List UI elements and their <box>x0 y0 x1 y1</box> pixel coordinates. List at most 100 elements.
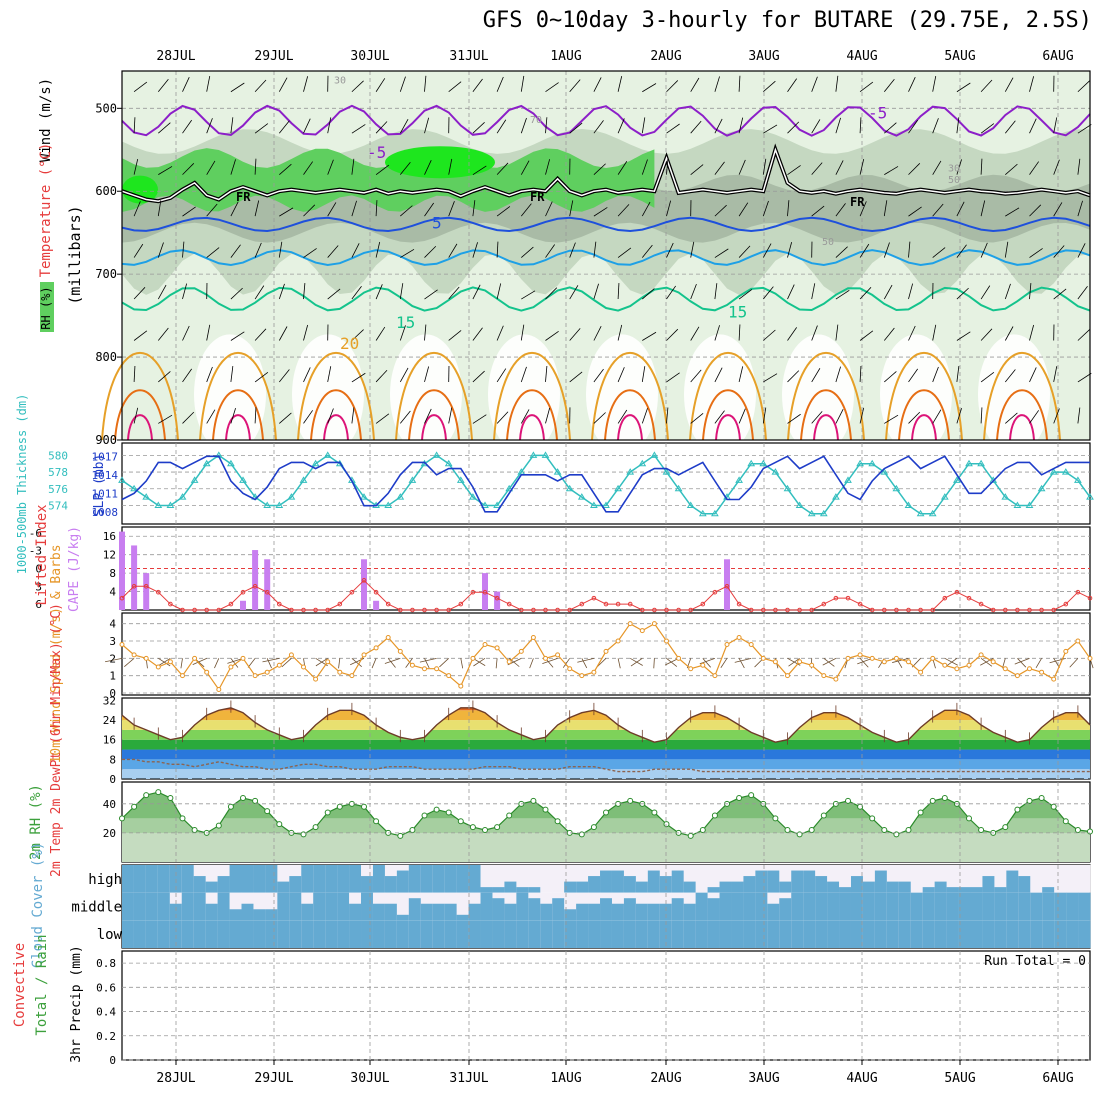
cloud-cover-cell <box>444 920 458 948</box>
thickness-marker <box>916 509 925 517</box>
wind-barb <box>351 286 362 300</box>
wind-barb <box>424 159 432 175</box>
wind10m-marker <box>797 659 803 665</box>
cloud-cover-cell <box>528 898 541 921</box>
wind-barb <box>617 76 623 92</box>
thickness-marker <box>795 501 804 508</box>
li-marker <box>131 583 137 589</box>
wind-barb <box>690 413 704 424</box>
wind-barb <box>230 407 236 424</box>
cloud-cover-cell <box>325 892 338 921</box>
temp-contour-20 <box>787 351 865 441</box>
slp-line <box>121 455 1090 513</box>
cloud-cover-cell <box>815 876 828 893</box>
temp2m-tick-label: 16 <box>103 734 116 747</box>
wind-barb <box>1077 200 1083 217</box>
cloud-cover-cell <box>994 892 1007 921</box>
wind-barb <box>206 118 213 134</box>
cloud-empty-cell <box>839 865 852 893</box>
thickness-marker <box>553 468 562 475</box>
li-marker <box>615 601 621 607</box>
cloud-cover-cell <box>301 920 314 948</box>
cloud-cover-cell <box>361 920 374 948</box>
pressure-tick-label: 600 <box>95 184 117 198</box>
wind-barb <box>811 119 821 134</box>
wind10m-marker <box>228 664 234 670</box>
temp-contour-20 <box>983 351 1061 441</box>
contour-label-minus5: -5 <box>868 103 887 122</box>
wind-barb <box>1029 204 1042 217</box>
li-marker <box>640 607 645 613</box>
cloud-cover-cell <box>420 903 434 921</box>
wind-barb <box>593 368 604 383</box>
cloud-cover-cell <box>600 898 613 921</box>
wind-barb <box>617 367 625 383</box>
cloud-cover-cell <box>779 898 792 921</box>
wind-barb <box>545 117 548 134</box>
wind-barb <box>1053 117 1058 134</box>
wind-barb <box>545 201 553 217</box>
pressure-tick-label: 500 <box>95 101 117 115</box>
cloud-cover-cell <box>337 920 350 948</box>
wind-barb <box>835 246 848 258</box>
rh2m-band-mid <box>122 818 1090 833</box>
wind10m-marker <box>180 673 185 679</box>
cloud-cover-cell <box>922 892 936 921</box>
temp-contour-30 <box>813 414 839 441</box>
wind10m-marker <box>651 621 657 627</box>
li-marker <box>325 607 331 613</box>
temp-contour-30 <box>617 414 643 441</box>
li-marker <box>954 589 960 595</box>
li-marker <box>289 607 294 613</box>
cloud-cover-cell <box>994 887 1007 893</box>
li-marker <box>857 601 863 607</box>
thickness-marker <box>626 468 635 475</box>
cloud-cover-cell <box>815 892 828 921</box>
thickness-marker <box>384 501 393 508</box>
wind-barb <box>157 79 169 92</box>
cloud-cover-cell <box>946 892 960 921</box>
wind-barb <box>375 326 386 341</box>
li-marker <box>277 601 282 607</box>
date-label-bottom: 6AUG <box>1042 1071 1073 1086</box>
thickness-marker <box>190 476 199 483</box>
wind10m-marker <box>1014 673 1020 679</box>
cloud-cover-cell <box>265 909 278 921</box>
cloud-cover-cell <box>157 920 171 948</box>
thickness-marker <box>360 493 368 500</box>
wind-barb <box>254 407 257 424</box>
rh2m-marker <box>542 806 549 813</box>
wind-barb <box>569 79 581 92</box>
wind-barb <box>1004 369 1016 383</box>
rh2m-marker <box>421 812 428 819</box>
wind-barb <box>690 241 695 258</box>
wind-barb <box>762 200 769 217</box>
cloud-cover-cell <box>229 920 243 948</box>
thickness-marker <box>844 476 852 483</box>
ylabel-millibars: (millibars) <box>66 205 84 304</box>
wind10m-marker <box>325 659 331 665</box>
wind-barb <box>859 201 867 217</box>
wind-barb <box>351 158 355 175</box>
cloud-cover-cell <box>1054 892 1067 921</box>
wind-barb <box>254 158 257 175</box>
cloud-cover-cell <box>886 881 900 893</box>
wind-barb <box>545 287 558 300</box>
rh2m-tick-label: 20 <box>103 827 116 840</box>
thickness-marker <box>154 501 163 508</box>
wind-barb <box>787 121 800 134</box>
wind10m-barb <box>788 658 800 667</box>
cloud-empty-cell <box>1042 865 1055 893</box>
ylabel-total-rain: Total / Rain <box>34 934 50 1035</box>
cloud-cover-cell <box>337 892 350 921</box>
wind-barb <box>206 409 216 424</box>
wind-barb <box>520 324 525 341</box>
wind-barb <box>1005 163 1018 175</box>
wind-barb <box>617 324 623 341</box>
wind10m-marker <box>494 645 500 651</box>
wind-barb <box>980 79 993 93</box>
wind-barb <box>811 325 818 341</box>
wind10m-barb <box>666 658 678 667</box>
temp-contour-30 <box>1009 414 1035 441</box>
rh2m-marker <box>651 809 658 816</box>
